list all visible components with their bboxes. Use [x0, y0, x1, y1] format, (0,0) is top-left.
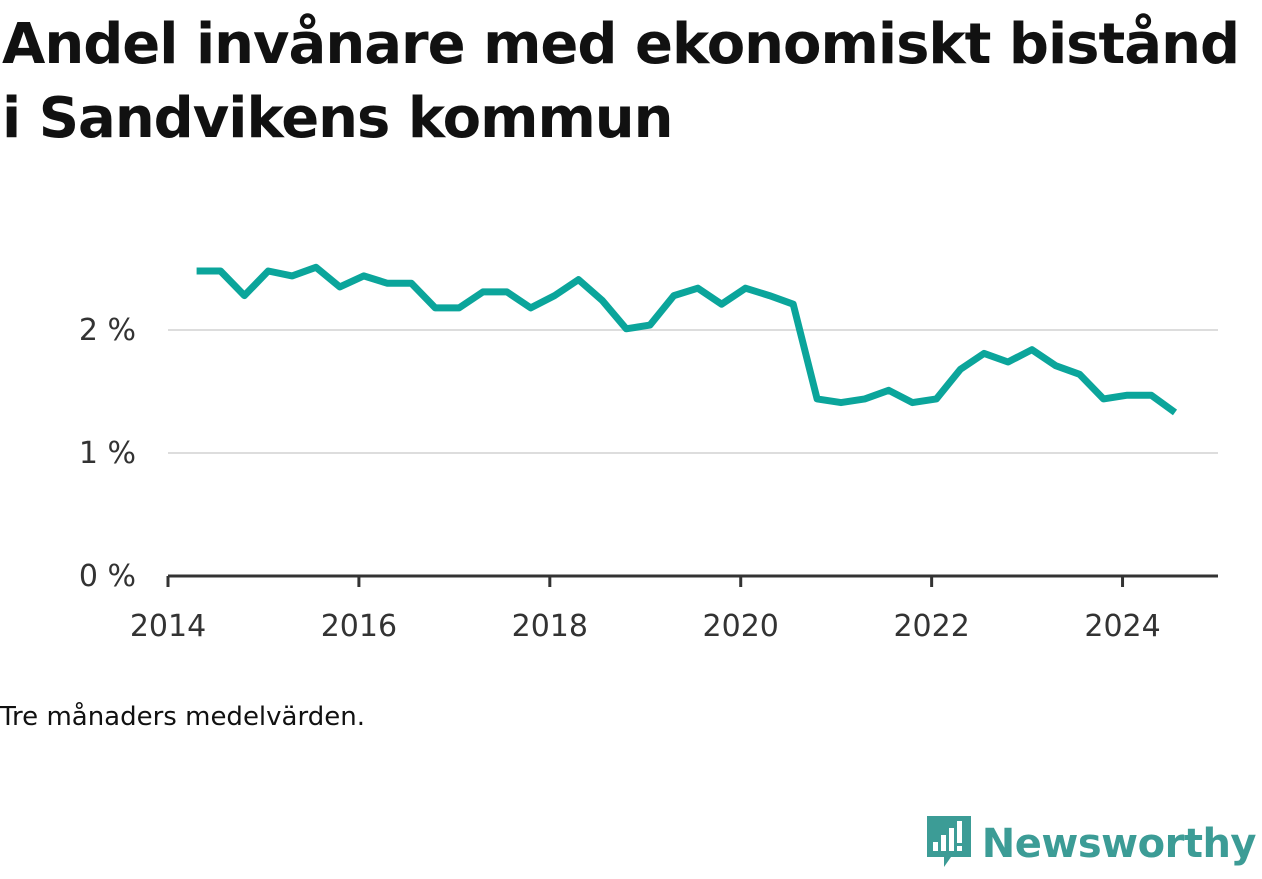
footnote: Tre månaders medelvärden.	[0, 702, 365, 732]
y-tick-label: 2 %	[79, 313, 136, 348]
brand-name: Newsworthy	[981, 821, 1257, 867]
x-tick-label: 2018	[512, 609, 588, 644]
y-axis-tick-labels: 0 % 1 % 2 %	[79, 313, 136, 594]
y-tick-label: 1 %	[79, 436, 136, 471]
line-chart: 0 % 1 % 2 % 2014 2016 2018 2020 2022 2024	[79, 263, 1218, 644]
x-tick-label: 2022	[893, 609, 969, 644]
series-line-0	[196, 263, 1178, 416]
series-lines	[196, 263, 1178, 416]
brand-logo: Newsworthy	[924, 813, 1257, 875]
x-tick-label: 2024	[1084, 609, 1160, 644]
x-tick-label: 2014	[130, 609, 206, 644]
bar-chart-speech-bubble-icon	[924, 813, 974, 875]
y-tick-label: 0 %	[79, 559, 136, 594]
x-tick-label: 2020	[703, 609, 779, 644]
x-axis: 2014 2016 2018 2020 2022 2024	[130, 574, 1218, 644]
x-tick-label: 2016	[321, 609, 397, 644]
gridlines	[168, 329, 1218, 454]
chart-title: Andel invånare med ekonomiskt bistånd i …	[2, 12, 1240, 151]
